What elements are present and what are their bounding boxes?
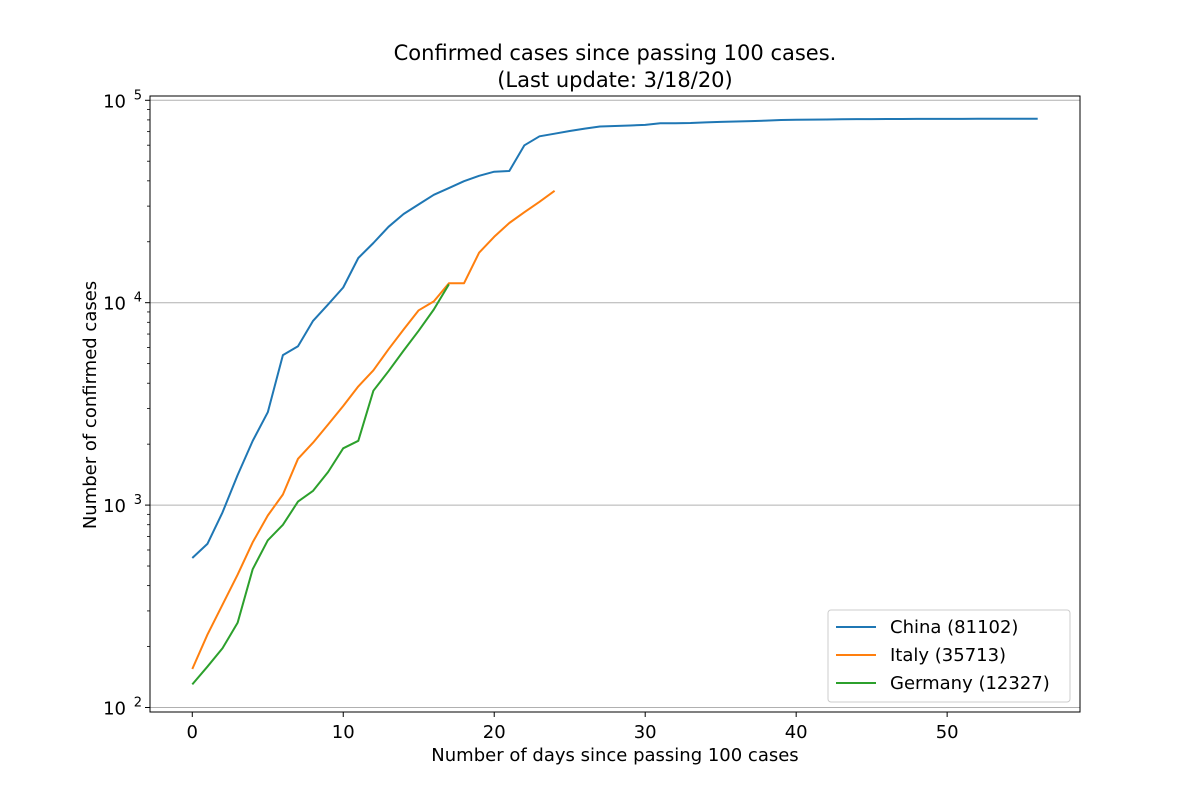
y-tick-label: 10 bbox=[103, 91, 126, 112]
y-axis: 10 2 10 3 10 4 10 5 bbox=[103, 88, 150, 719]
legend: China (81102) Italy (35713) Germany (12327… bbox=[827, 609, 1071, 703]
x-tick-label: 0 bbox=[187, 722, 198, 743]
y-tick-exponent: 2 bbox=[134, 695, 142, 710]
x-axis-label: Number of days since passing 100 cases bbox=[431, 745, 798, 766]
series-lines bbox=[191, 117, 1038, 686]
legend-label: Italy (35713) bbox=[890, 645, 1006, 666]
y-tick-exponent: 4 bbox=[134, 291, 142, 306]
y-tick-label: 10 bbox=[103, 496, 126, 517]
x-tick-label: 30 bbox=[634, 722, 657, 743]
y-tick-exponent: 5 bbox=[134, 88, 142, 103]
grid-lines bbox=[150, 99, 1080, 708]
y-tick-label: 10 bbox=[103, 294, 126, 315]
chart-subtitle: (Last update: 3/18/20) bbox=[497, 68, 733, 92]
plot-area-frame bbox=[149, 95, 1081, 713]
x-tick-label: 40 bbox=[785, 722, 808, 743]
series-line-2 bbox=[191, 283, 450, 686]
x-tick-label: 50 bbox=[936, 722, 959, 743]
legend-label: China (81102) bbox=[890, 617, 1018, 638]
y-tick-label: 10 bbox=[103, 698, 126, 719]
y-axis-label: Number of confirmed cases bbox=[80, 281, 101, 529]
chart-title: Confirmed cases since passing 100 cases. bbox=[394, 41, 837, 65]
x-tick-label: 20 bbox=[483, 722, 506, 743]
series-line-0 bbox=[191, 117, 1038, 559]
x-tick-label: 10 bbox=[332, 722, 355, 743]
x-axis: 0 10 20 30 40 50 bbox=[187, 712, 959, 743]
legend-label: Germany (12327) bbox=[890, 673, 1050, 694]
legend-box bbox=[827, 609, 1071, 703]
series-line-1 bbox=[191, 189, 556, 670]
y-tick-exponent: 3 bbox=[134, 493, 142, 508]
